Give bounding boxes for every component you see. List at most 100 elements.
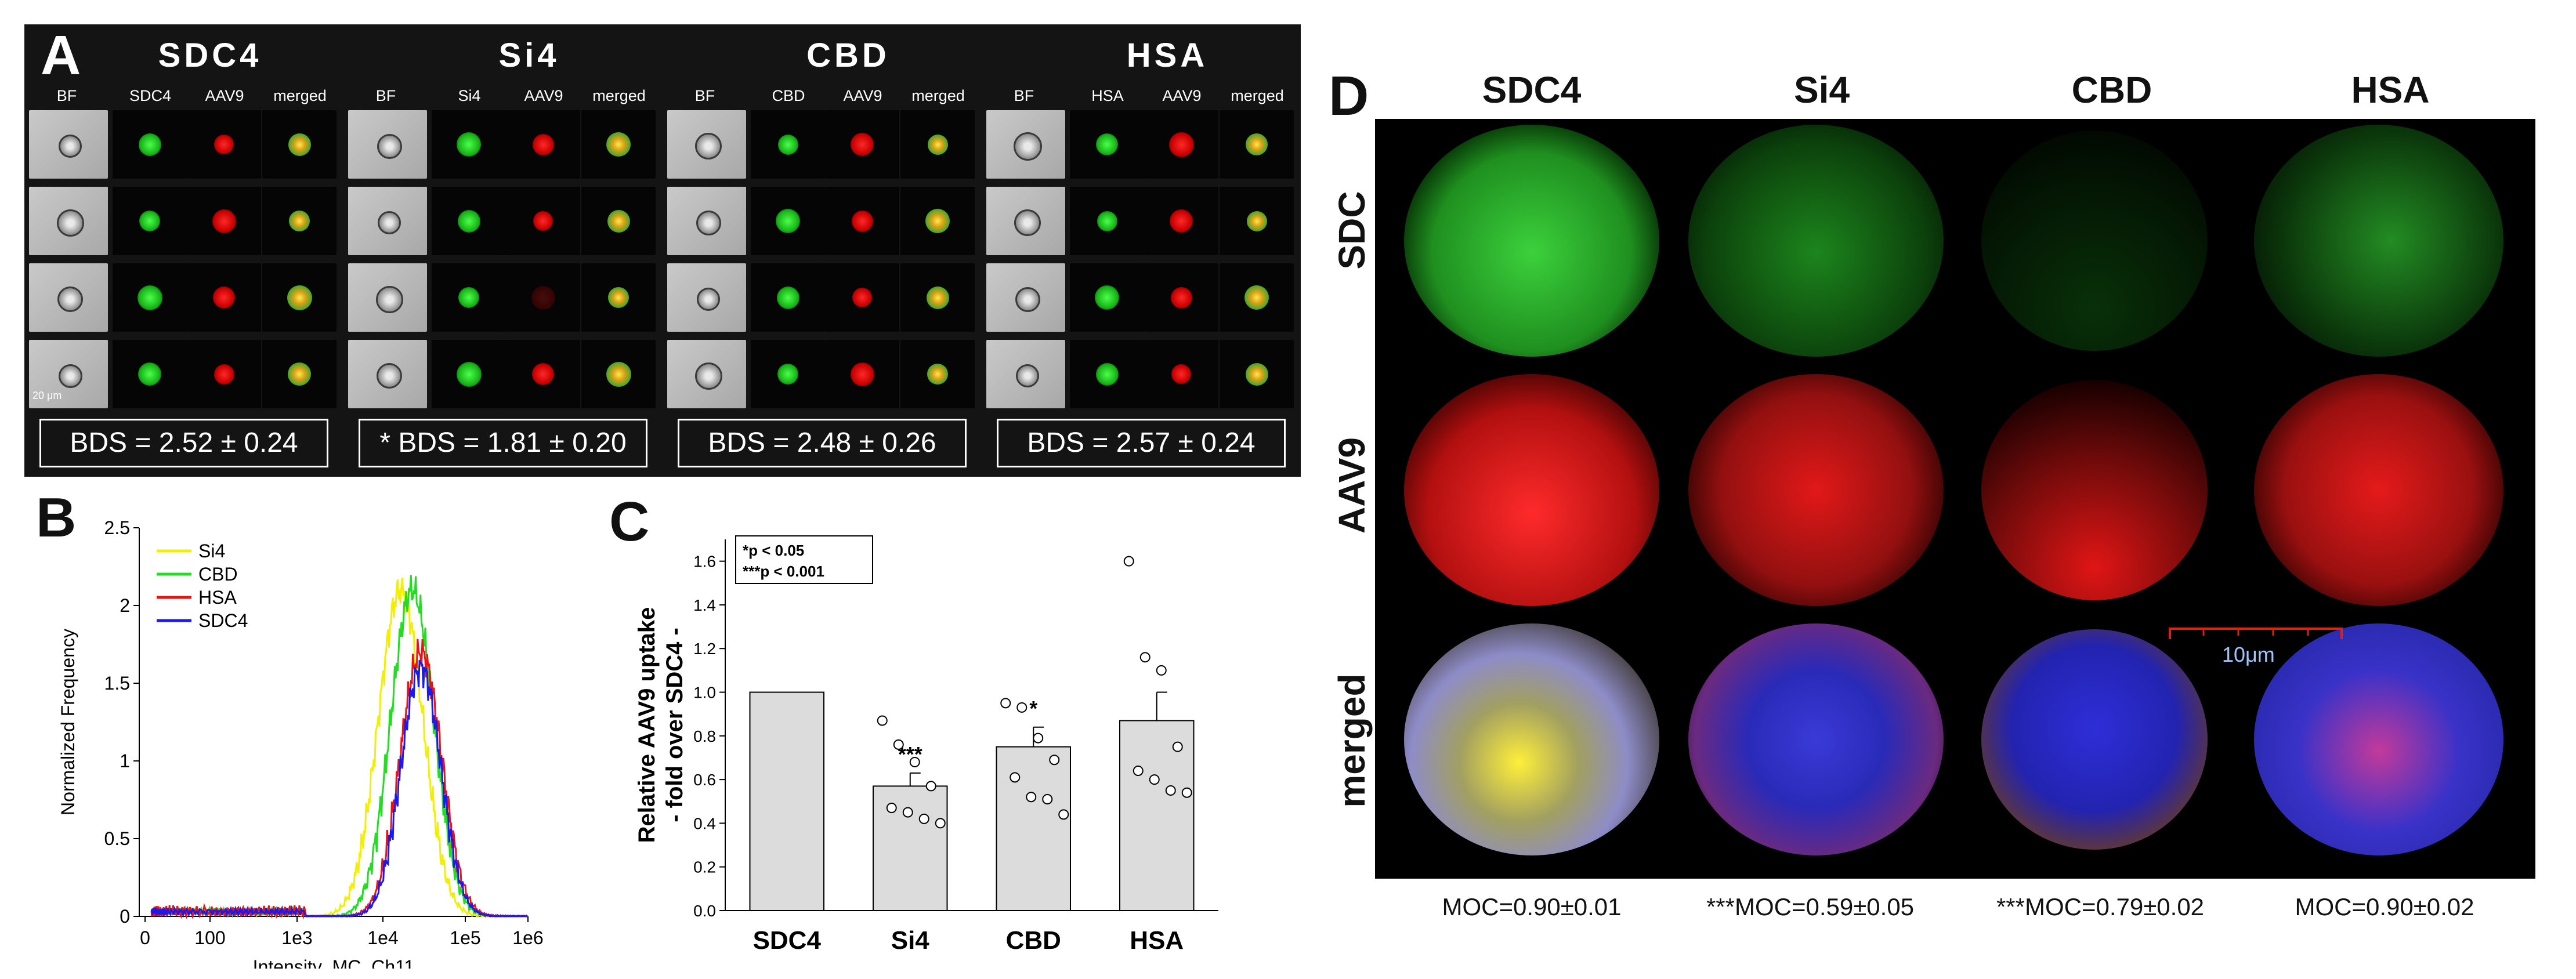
channel-header: HSA (1091, 87, 1124, 104)
channel-header: CBD (772, 87, 805, 104)
brightfield-tile (667, 340, 746, 408)
panel-d-letter: D (1329, 65, 1369, 127)
x-tick-label: 1e4 (367, 927, 398, 948)
brightfield-tile (348, 110, 427, 179)
cell-brightfield (1013, 132, 1042, 161)
fluorescence-tile (751, 263, 825, 332)
brightfield-tile (348, 340, 427, 408)
legend-line: ***p < 0.001 (743, 563, 824, 580)
y-tick-label: 1.0 (693, 684, 716, 702)
cell-signal (606, 361, 631, 387)
y-tick-label: 0.2 (693, 858, 716, 876)
fluorescence-tile (187, 187, 261, 255)
channel-header: BF (1014, 87, 1034, 104)
channel-header: BF (694, 87, 715, 104)
category-label: CBD (1006, 926, 1061, 955)
data-point (918, 813, 929, 824)
panel-d-row-header: SDC (1331, 191, 1373, 270)
brightfield-tile (348, 187, 427, 255)
moc-value: MOC=0.90±0.01 (1442, 893, 1622, 920)
brightfield-tile (986, 263, 1065, 332)
bds-score-box: * BDS = 1.81 ± 0.20 (359, 419, 647, 467)
fluorescence-tile (751, 340, 825, 408)
panel-d-row-header: merged (1331, 673, 1373, 808)
fluorescence-tile (506, 263, 580, 332)
cell-signal (533, 211, 553, 231)
fluorescence-tile (1144, 110, 1218, 179)
fluorescence-tile (1070, 340, 1144, 408)
fluorescence-tile (1070, 263, 1144, 332)
channel-header: AAV9 (843, 87, 882, 104)
cell-signal (531, 285, 555, 310)
cell-micrograph (1404, 623, 1659, 855)
fluorescence-tile (113, 340, 187, 408)
cell-brightfield (1016, 364, 1039, 387)
moc-value: MOC=0.90±0.02 (2295, 893, 2474, 920)
fluorescence-tile (581, 340, 656, 408)
data-point (1000, 698, 1011, 709)
cell-signal (1095, 362, 1119, 386)
bds-score-box: BDS = 2.52 ± 0.24 (39, 419, 328, 467)
cell-signal (1095, 285, 1119, 310)
bds-score-box: BDS = 2.57 ± 0.24 (997, 419, 1286, 467)
cell-signal (851, 133, 874, 156)
fluorescence-tile (1070, 187, 1144, 255)
y-tick-label: 0.0 (693, 902, 716, 920)
cell-micrograph (1981, 380, 2208, 600)
fluorescence-tile (432, 263, 506, 332)
fluorescence-tile (751, 187, 825, 255)
cell-signal (1096, 133, 1118, 155)
data-point (877, 715, 888, 726)
cell-micrograph (2254, 374, 2503, 606)
cell-brightfield (58, 364, 82, 388)
cell-brightfield (377, 133, 402, 159)
channel-header: merged (592, 87, 646, 104)
fluorescence-tile (581, 263, 656, 332)
data-point (902, 807, 913, 818)
bar-si4 (873, 785, 948, 912)
cell-signal (776, 286, 799, 309)
cell-signal (925, 209, 950, 233)
fluorescence-tile (1070, 110, 1144, 179)
data-point (1010, 772, 1021, 783)
cell-signal (214, 364, 234, 385)
cell-brightfield (377, 363, 402, 389)
cell-brightfield (694, 362, 722, 390)
fluorescence-tile (825, 187, 899, 255)
data-point (1026, 792, 1037, 803)
cell-micrograph (2254, 125, 2503, 357)
cell-signal (851, 210, 873, 232)
significance-legend-box (735, 535, 873, 584)
cell-signal (212, 209, 236, 233)
x-tick-label: 100 (194, 927, 225, 948)
data-point (1181, 787, 1192, 798)
cell-brightfield (59, 135, 82, 158)
significance-mark: * (1029, 697, 1037, 720)
fluorescence-tile (825, 340, 899, 408)
cell-signal (139, 211, 160, 231)
cell-signal (532, 363, 554, 385)
panel-d-column-header: SDC4 (1482, 69, 1582, 111)
cell-brightfield (696, 210, 721, 235)
x-tick-label: 0 (140, 927, 150, 948)
cell-signal (457, 209, 480, 233)
fluorescence-tile (432, 187, 506, 255)
channel-header: merged (273, 87, 327, 104)
fluorescence-tile (1144, 263, 1218, 332)
legend-label: CBD (198, 564, 238, 585)
cell-signal (1246, 133, 1268, 155)
panel-c-letter: C (609, 491, 650, 553)
x-tick-label: 1e3 (281, 927, 312, 948)
cell-signal (137, 285, 162, 310)
data-point (1165, 785, 1176, 796)
fluorescence-tile (751, 110, 825, 179)
cell-micrograph (1981, 130, 2208, 351)
brightfield-tile (667, 263, 746, 332)
panel-d-column-header: HSA (2351, 69, 2430, 111)
cell-signal (1171, 364, 1191, 384)
histogram-svg: 0 0.5 1 1.5 2 2.5 0 100 1e3 1e4 1e5 1e6 Intensity_MC… (57, 517, 544, 977)
panel-d-row-header: AAV9 (1331, 437, 1373, 534)
group-title: CBD (806, 37, 890, 74)
group-title: HSA (1126, 37, 1209, 74)
fluorescence-tile (1220, 187, 1294, 255)
